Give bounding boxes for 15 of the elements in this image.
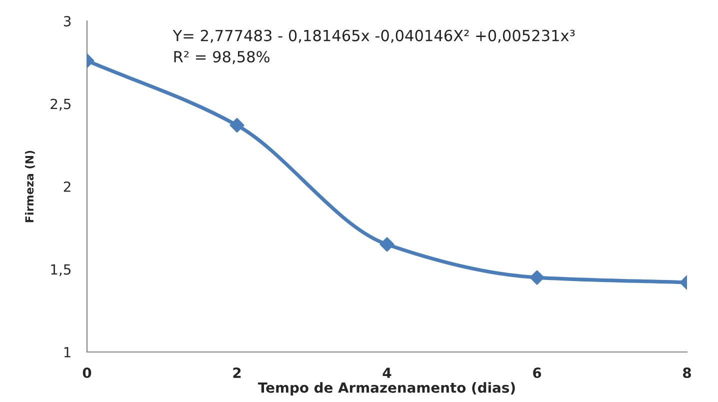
annotation: Y= 2,777483 - 0,181465x -0,040146X² +0,005231x³: [172, 30, 575, 43]
y-axis-title: Firmeza (N): [24, 150, 35, 222]
x-tick-label: 6: [533, 368, 542, 378]
y-tick-label: 1,5: [51, 264, 71, 276]
annotation: R² = 98,58%: [174, 50, 270, 64]
x-axis-title: Tempo de Armazenamento (dias): [258, 382, 515, 396]
point: [380, 237, 394, 252]
y-tick-label: 2,5: [50, 98, 71, 111]
y-tick-label: 1: [64, 347, 70, 358]
x-tick-label: 2: [233, 368, 241, 378]
x-tick-label: 8: [683, 368, 691, 378]
y-tick-label: 3: [64, 16, 71, 26]
x-tick-label: 4: [382, 368, 392, 378]
y-tick-label: 2: [64, 181, 70, 192]
x-tick-label: 0: [82, 368, 92, 378]
